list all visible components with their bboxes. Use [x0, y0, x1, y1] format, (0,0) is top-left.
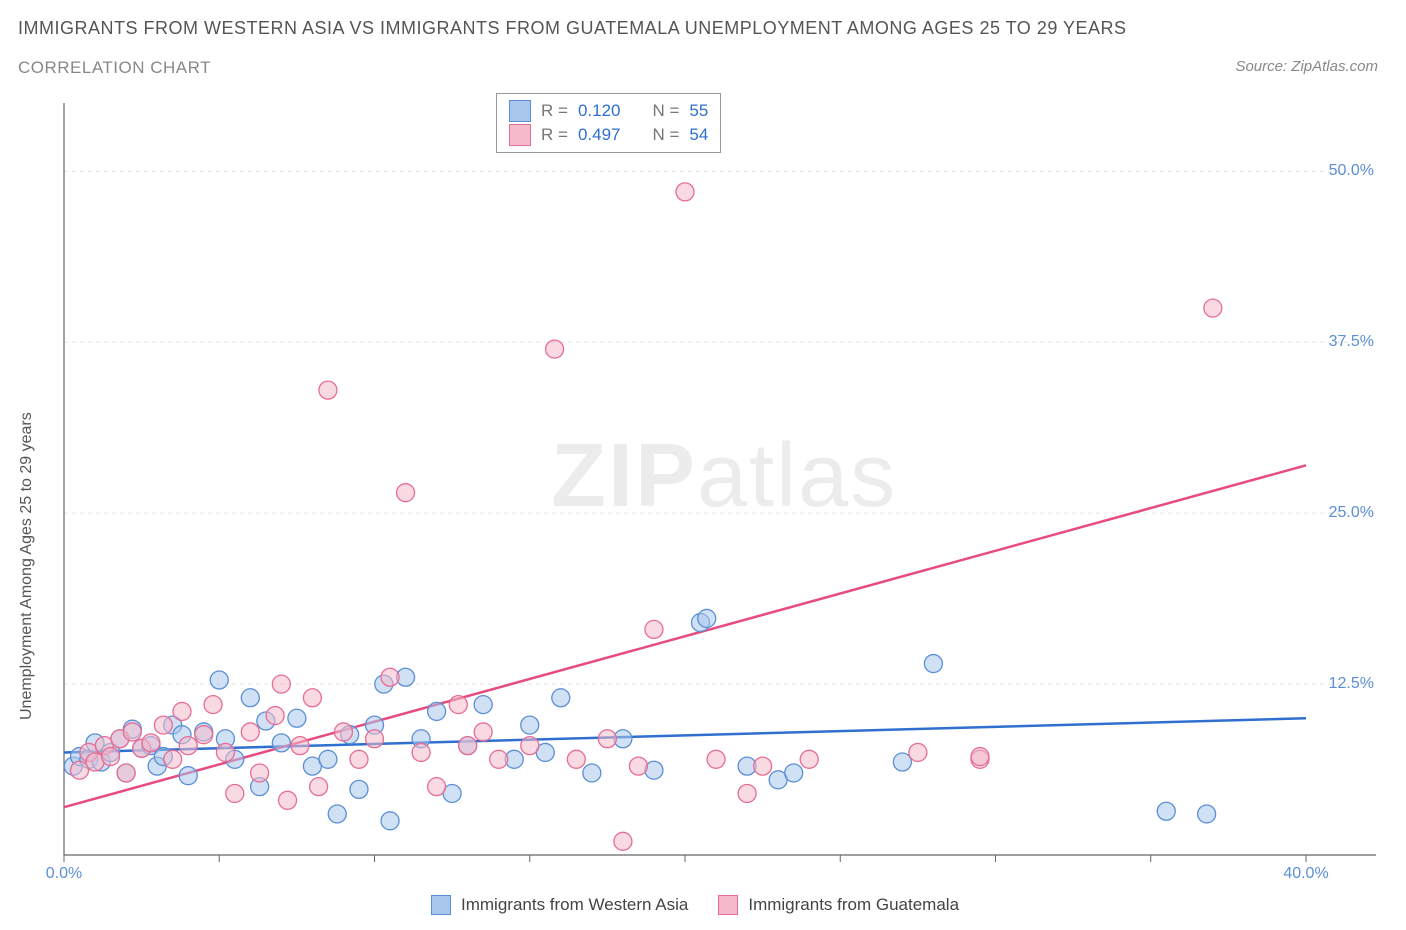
n-label-1: N = [652, 101, 679, 121]
y-tick-label: 37.5% [1329, 333, 1374, 351]
y-tick-label: 12.5% [1329, 675, 1374, 693]
swatch-series-1 [509, 100, 531, 122]
r-value-2: 0.497 [578, 125, 621, 145]
swatch-bottom-2 [718, 895, 738, 915]
y-tick-label: 50.0% [1329, 162, 1374, 180]
r-label-2: R = [541, 125, 568, 145]
chart-area: ZIPatlas R = 0.120 N = 55 R = 0.497 N = … [56, 95, 1386, 885]
x-tick-label: 0.0% [46, 865, 82, 883]
swatch-bottom-1 [431, 895, 451, 915]
y-tick-label: 25.0% [1329, 504, 1374, 522]
n-label-2: N = [652, 125, 679, 145]
legend-item-2: Immigrants from Guatemala [718, 895, 959, 915]
series-legend: Immigrants from Western Asia Immigrants … [431, 895, 959, 915]
scatter-plot [56, 95, 1386, 885]
chart-title: IMMIGRANTS FROM WESTERN ASIA VS IMMIGRAN… [18, 18, 1127, 39]
legend-row-series-2: R = 0.497 N = 54 [509, 124, 708, 146]
n-value-2: 54 [689, 125, 708, 145]
chart-subtitle: CORRELATION CHART [18, 58, 211, 78]
y-axis-label: Unemployment Among Ages 25 to 29 years [18, 412, 36, 720]
n-value-1: 55 [689, 101, 708, 121]
r-label-1: R = [541, 101, 568, 121]
swatch-series-2 [509, 124, 531, 146]
x-tick-label: 40.0% [1283, 865, 1328, 883]
source-label: Source: ZipAtlas.com [1235, 58, 1378, 75]
r-value-1: 0.120 [578, 101, 621, 121]
legend-row-series-1: R = 0.120 N = 55 [509, 100, 708, 122]
correlation-legend: R = 0.120 N = 55 R = 0.497 N = 54 [496, 93, 721, 153]
legend-label-1: Immigrants from Western Asia [461, 895, 688, 915]
legend-item-1: Immigrants from Western Asia [431, 895, 688, 915]
legend-label-2: Immigrants from Guatemala [748, 895, 959, 915]
